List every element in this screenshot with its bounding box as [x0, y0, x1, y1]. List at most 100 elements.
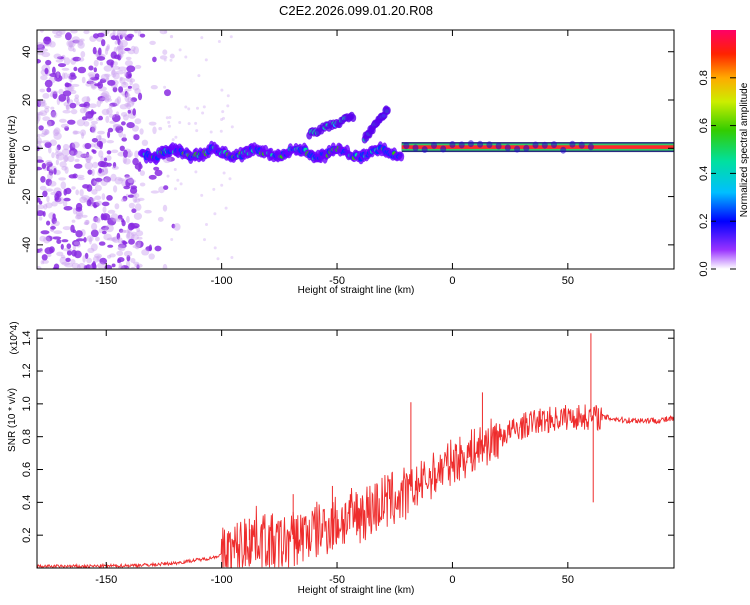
noise-blob: [71, 262, 80, 269]
noise-blob: [50, 109, 57, 118]
noise-blob: [170, 238, 174, 241]
noise-blob: [83, 237, 87, 243]
noise-blob: [46, 87, 52, 93]
noise-blob: [56, 144, 61, 151]
noise-blob: [90, 229, 99, 238]
noise-blob: [110, 173, 117, 182]
noise-blob: [137, 92, 143, 101]
noise-blob: [200, 193, 204, 197]
noise-blob: [105, 77, 110, 82]
noise-blob: [63, 72, 68, 79]
noise-blob: [116, 45, 125, 50]
noise-blob: [165, 116, 169, 120]
y-tick-label: 1.4: [21, 331, 33, 346]
noise-blob: [83, 222, 89, 225]
noise-blob: [48, 180, 57, 187]
noise-blob: [72, 245, 77, 251]
noise-blob: [72, 56, 81, 62]
carrier-blob: [458, 141, 465, 149]
noise-blob: [74, 94, 80, 99]
noise-blob: [134, 150, 139, 159]
noise-blob: [75, 150, 83, 158]
noise-blob: [141, 139, 149, 146]
noise-blob: [134, 203, 142, 211]
noise-blob: [111, 237, 118, 242]
noise-blob: [152, 126, 157, 135]
noise-blob: [195, 129, 199, 133]
noise-blob: [113, 217, 117, 223]
noise-blob: [117, 47, 124, 56]
noise-blob: [92, 161, 99, 169]
noise-blob: [119, 34, 123, 40]
snr-line: [37, 404, 674, 568]
noise-blob: [42, 116, 51, 122]
carrier-blob: [560, 146, 567, 154]
noise-blob: [178, 48, 182, 52]
noise-blob: [52, 30, 59, 35]
noise-blob: [58, 88, 64, 95]
noise-blob: [45, 202, 53, 209]
noise-blob: [122, 195, 128, 202]
noise-blob: [51, 90, 59, 95]
noise-blob: [136, 264, 140, 269]
noise-blob: [115, 46, 124, 52]
noise-blob: [152, 56, 157, 63]
noise-blob: [163, 185, 169, 191]
noise-blob: [61, 72, 66, 80]
noise-blob: [81, 214, 88, 218]
noise-blob: [112, 114, 121, 123]
noise-blob: [125, 56, 132, 61]
noise-blob: [65, 104, 69, 111]
noise-blob: [91, 138, 98, 143]
spectrogram-ylabel: Frequency (Hz): [7, 116, 18, 185]
noise-blob: [81, 96, 91, 104]
noise-blob: [83, 30, 90, 35]
noise-blob: [132, 195, 138, 203]
noise-blob: [76, 212, 83, 220]
noise-blob: [67, 73, 71, 80]
noise-blob: [42, 211, 46, 217]
noise-blob: [94, 195, 102, 201]
noise-blob: [80, 129, 86, 136]
noise-blob: [60, 254, 66, 259]
noise-blob: [54, 151, 63, 157]
noise-blob: [132, 244, 141, 249]
noise-blob: [166, 156, 175, 162]
noise-blob: [61, 239, 69, 243]
noise-blob: [222, 171, 226, 175]
noise-blob: [132, 83, 140, 91]
noise-blob: [74, 39, 80, 44]
noise-blob: [106, 107, 113, 115]
noise-blob: [169, 53, 175, 59]
noise-blob: [55, 30, 63, 37]
carrier-blob: [421, 146, 428, 153]
noise-blob: [127, 194, 135, 198]
noise-blob: [111, 65, 121, 70]
snr-xlabel: Height of straight line (km): [298, 585, 415, 596]
noise-blob: [76, 119, 85, 127]
noise-blob: [127, 33, 134, 39]
noise-blob: [150, 85, 158, 90]
noise-blob: [106, 155, 112, 162]
noise-blob: [41, 102, 47, 107]
noise-blob: [128, 202, 135, 209]
noise-blob: [38, 110, 48, 117]
noise-blob: [139, 170, 145, 176]
noise-blob: [40, 133, 46, 137]
noise-blob: [53, 263, 60, 269]
snr-multiplier: (x10^4): [9, 321, 20, 354]
noise-blob: [221, 110, 225, 114]
noise-blob: [76, 264, 81, 269]
noise-blob: [37, 140, 42, 144]
noise-blob: [44, 107, 50, 113]
noise-blob: [220, 88, 224, 92]
colorbar: 0.0 0.2 0.4 0.6 0.8 Normalized spectral ampl…: [698, 30, 750, 277]
y-tick-label: 20: [21, 94, 33, 106]
noise-blob: [73, 66, 78, 72]
noise-blob: [133, 212, 142, 220]
colorbar-label: Normalized spectral amplitude: [739, 82, 750, 217]
noise-blob: [124, 174, 130, 178]
noise-blob: [116, 111, 119, 116]
noise-blob: [120, 50, 126, 55]
noise-blob: [75, 230, 83, 238]
